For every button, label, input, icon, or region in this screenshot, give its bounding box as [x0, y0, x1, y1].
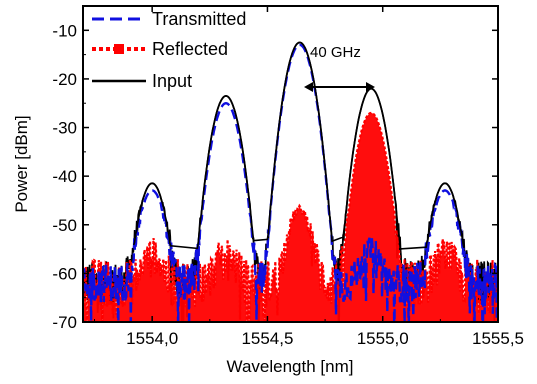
series-transmitted-line: [83, 43, 498, 322]
annotation-arrowhead-left: [304, 82, 313, 92]
y-tick-label: -30: [52, 119, 77, 138]
x-tick-label: 1554,0: [126, 329, 178, 348]
series-reflected-fill: [83, 111, 498, 322]
x-tick-label: 1555,5: [472, 329, 524, 348]
x-axis-title: Wavelength [nm]: [227, 357, 354, 376]
annotation-label: 40 GHz: [310, 44, 361, 61]
legend-label-transmitted: Transmitted: [152, 9, 246, 29]
legend-label-reflected: Reflected: [152, 39, 228, 59]
legend-label-input: Input: [152, 71, 192, 91]
y-tick-label: -10: [52, 21, 77, 40]
y-tick-label: -20: [52, 70, 77, 89]
legend-marker-reflected: [114, 44, 124, 54]
series-layer: [83, 41, 498, 322]
series-input-peaks: [132, 41, 465, 250]
plot-frame: [82, 5, 499, 323]
y-tick-label: -60: [52, 264, 77, 283]
annotation-40ghz: 40 GHz: [304, 44, 375, 92]
y-axis-title: Power [dBm]: [12, 115, 31, 212]
legend: Transmitted Reflected Input: [92, 9, 246, 91]
x-tick-label: 1554,5: [241, 329, 293, 348]
x-tick-label: 1555,0: [357, 329, 409, 348]
annotation-arrowhead-right: [366, 82, 375, 92]
y-tick-label: -70: [52, 313, 77, 332]
y-tick-label: -50: [52, 216, 77, 235]
y-tick-label: -40: [52, 167, 77, 186]
tick-layer: -10 -20 -30 -40 -50 -60 -70 1554,0 1554,5 1555,0 1…: [52, 6, 524, 348]
